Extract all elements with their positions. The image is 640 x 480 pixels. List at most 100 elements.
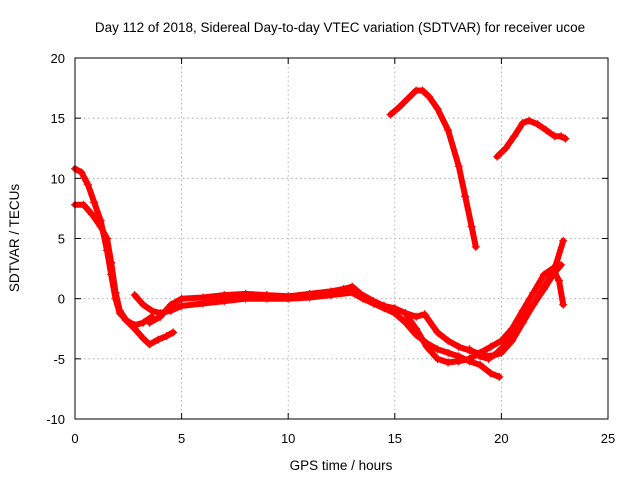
data-point [102, 234, 111, 243]
x-tick-label: 5 [178, 431, 185, 446]
data-point [454, 342, 463, 351]
data-point [510, 328, 519, 337]
data-point [501, 340, 510, 349]
y-axis-label: SDTVAR / TECUs [7, 184, 22, 293]
data-point [454, 162, 463, 171]
data-point [454, 357, 463, 366]
series-line [404, 265, 567, 366]
data-point [390, 304, 399, 313]
data-point [130, 291, 139, 300]
data-point [88, 210, 97, 219]
data-point [493, 348, 502, 357]
data-point [169, 328, 178, 337]
y-tick-label: 15 [51, 111, 65, 126]
data-point [154, 335, 163, 344]
data-point [559, 300, 568, 309]
data-point [326, 287, 335, 296]
x-tick-label: 10 [281, 431, 295, 446]
data-point [386, 110, 395, 119]
series-line [72, 201, 177, 348]
data-point [380, 301, 389, 310]
data-point [529, 300, 538, 309]
data-point [465, 345, 474, 354]
data-point [111, 288, 120, 297]
data-point [550, 268, 559, 277]
data-point [557, 132, 566, 141]
x-axis-label: GPS time / hours [290, 458, 393, 473]
data-point [461, 192, 470, 201]
data-point [493, 152, 502, 161]
data-point [145, 340, 154, 349]
data-point [444, 336, 453, 345]
data-point [484, 354, 493, 363]
axis-ticks: 0 5 10 15 20 25 -10 -5 0 5 10 15 20 [46, 51, 615, 446]
data-series [71, 86, 570, 381]
x-tick-label: 0 [71, 431, 78, 446]
data-point [497, 336, 506, 345]
y-tick-label: 5 [58, 232, 65, 247]
data-point [433, 345, 442, 354]
data-point [518, 312, 527, 321]
series-trace-2 [71, 200, 178, 349]
data-point [90, 198, 99, 207]
data-point [467, 222, 476, 231]
data-point [122, 316, 131, 325]
series-line [466, 262, 565, 362]
data-point [79, 200, 88, 209]
data-point [395, 103, 404, 112]
data-point [262, 291, 271, 300]
series-trace-7 [386, 86, 480, 251]
data-point [412, 324, 421, 333]
data-point [471, 242, 480, 251]
x-tick-label: 25 [601, 431, 615, 446]
data-point [542, 126, 551, 135]
data-point [77, 168, 86, 177]
chart-title: Day 112 of 2018, Sidereal Day-to-day VTE… [95, 20, 585, 35]
data-point [433, 354, 442, 363]
data-point [486, 342, 495, 351]
y-tick-label: 0 [58, 292, 65, 307]
data-point [339, 285, 348, 294]
data-point [418, 86, 427, 95]
data-point [130, 324, 139, 333]
x-tick-label: 20 [494, 431, 508, 446]
data-point [444, 348, 453, 357]
data-point [424, 92, 433, 101]
data-point [561, 134, 570, 143]
data-point [422, 342, 431, 351]
data-point [139, 300, 148, 309]
data-point [139, 334, 148, 343]
data-point [147, 306, 156, 315]
data-point [420, 310, 429, 319]
series-trace-6 [465, 260, 566, 363]
series-line [387, 87, 479, 250]
data-point [369, 297, 378, 306]
x-tick-label: 15 [388, 431, 402, 446]
data-point [305, 289, 314, 298]
data-point [557, 260, 566, 269]
data-point [401, 318, 410, 327]
data-point [510, 132, 519, 141]
data-point [540, 270, 549, 279]
data-point [486, 369, 495, 378]
data-point [220, 291, 229, 300]
data-point [518, 118, 527, 127]
data-point [412, 312, 421, 321]
data-point [501, 144, 510, 153]
y-tick-label: -5 [53, 352, 65, 367]
data-point [356, 289, 365, 298]
data-point [115, 306, 124, 315]
data-point [145, 318, 154, 327]
y-tick-label: -10 [46, 412, 65, 427]
data-point [529, 288, 538, 297]
data-point [348, 282, 357, 291]
data-point [554, 276, 563, 285]
series-trace-3 [130, 288, 504, 381]
data-point [284, 292, 293, 301]
data-point [403, 94, 412, 103]
data-point [433, 104, 442, 113]
data-point [540, 285, 549, 294]
data-point [198, 293, 207, 302]
data-point [96, 222, 105, 231]
